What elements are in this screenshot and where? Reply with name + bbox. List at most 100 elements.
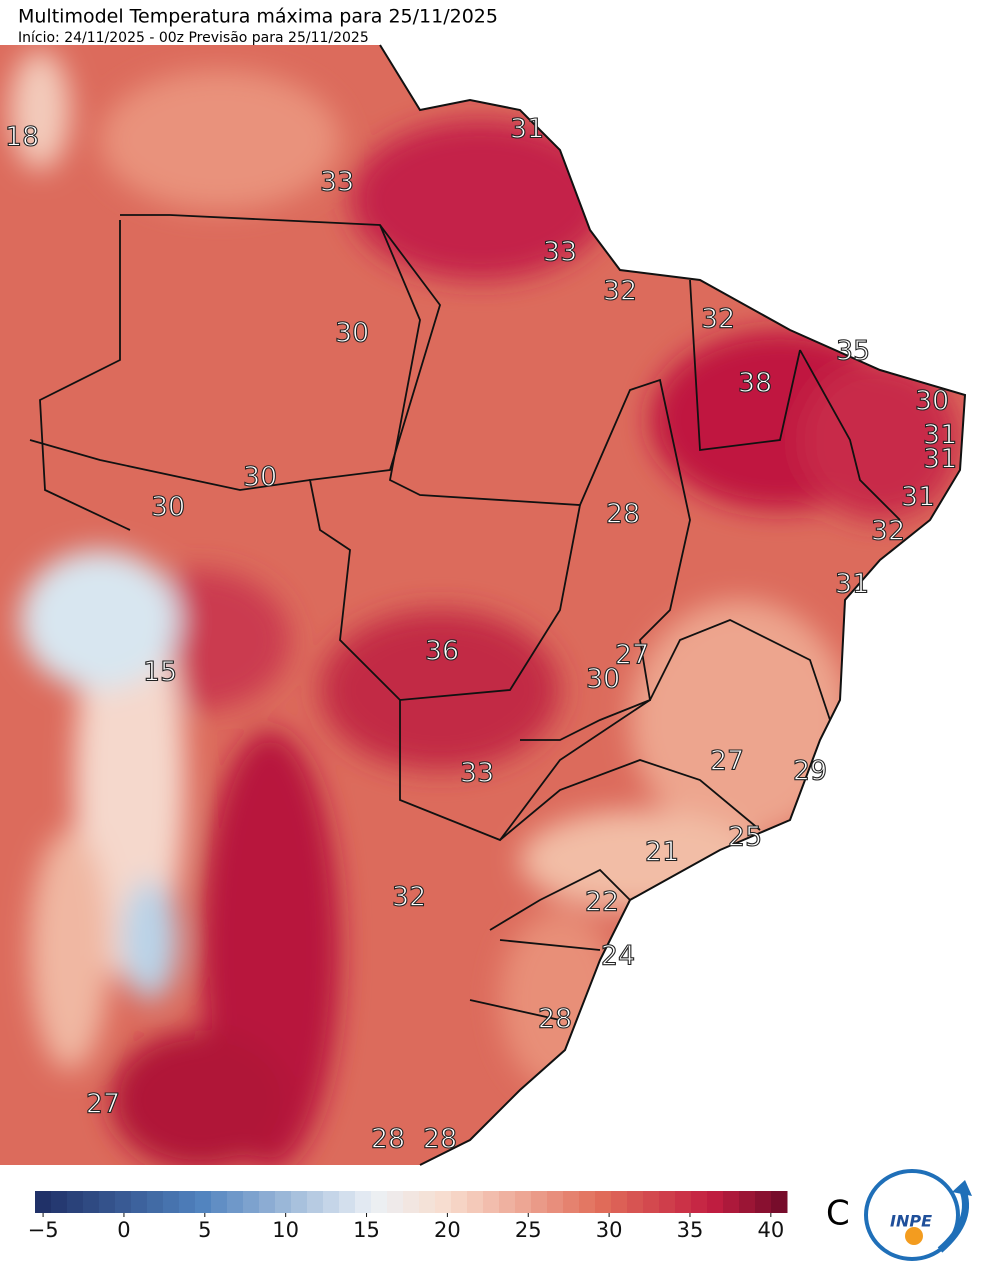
temperature-label: 22 <box>585 887 619 918</box>
temperature-label: 27 <box>86 1089 120 1120</box>
colorbar-band <box>563 1191 580 1213</box>
colorbar-tick-label: 5 <box>198 1218 211 1242</box>
colorbar-band <box>627 1191 644 1213</box>
colorbar-band <box>499 1191 516 1213</box>
colorbar-band <box>115 1191 132 1213</box>
colorbar-band <box>547 1191 564 1213</box>
temperature-label: 27 <box>710 746 744 777</box>
temperature-label: 38 <box>738 368 772 399</box>
colorbar-band <box>515 1191 532 1213</box>
colorbar-band <box>147 1191 164 1213</box>
temperature-label: 30 <box>151 492 185 523</box>
colorbar-tick-label: 40 <box>757 1218 784 1242</box>
colorbar-tick-label: 10 <box>272 1218 299 1242</box>
colorbar-band <box>723 1191 740 1213</box>
colorbar-band <box>291 1191 308 1213</box>
colorbar-tick-label: 30 <box>596 1218 623 1242</box>
colorbar-band <box>339 1191 356 1213</box>
colorbar-band <box>83 1191 100 1213</box>
colorbar-band <box>323 1191 340 1213</box>
colorbar-band <box>211 1191 228 1213</box>
colorbar: −5 0 5 10 15 20 25 30 35 40 <box>28 1191 788 1242</box>
colorbar-band <box>611 1191 628 1213</box>
temperature-label: 28 <box>606 499 640 530</box>
temperature-label: 32 <box>603 276 637 307</box>
colorbar-band <box>387 1191 404 1213</box>
colorbar-band <box>435 1191 452 1213</box>
colorbar-band <box>403 1191 420 1213</box>
colorbar-band <box>275 1191 292 1213</box>
colorbar-band <box>179 1191 196 1213</box>
temperature-field <box>0 45 965 1165</box>
colorbar-band <box>355 1191 372 1213</box>
temperature-label: 28 <box>423 1124 457 1155</box>
state-borders <box>29 214 901 1021</box>
title: Multimodel Temperatura máxima para 25/11… <box>18 6 498 28</box>
temperature-label: 31 <box>901 482 935 513</box>
temperature-label: 31 <box>835 569 869 600</box>
colorbar-tick-label: 35 <box>677 1218 704 1242</box>
colorbar-band <box>419 1191 436 1213</box>
temperature-label: 30 <box>335 318 369 349</box>
colorbar-band <box>371 1191 388 1213</box>
colorbar-band <box>467 1191 484 1213</box>
temperature-label: 25 <box>728 822 762 853</box>
temperature-label: 35 <box>836 336 870 367</box>
colorbar-band <box>307 1191 324 1213</box>
temperature-label: 18 <box>5 122 39 153</box>
colorbar-band <box>163 1191 180 1213</box>
coastline <box>379 44 967 1166</box>
colorbar-band <box>35 1191 52 1213</box>
colorbar-band <box>579 1191 596 1213</box>
colorbar-band <box>131 1191 148 1213</box>
colorbar-band <box>675 1191 692 1213</box>
temperature-label: 29 <box>793 756 827 787</box>
colorbar-band <box>707 1191 724 1213</box>
temperature-label: 28 <box>371 1124 405 1155</box>
colorbar-band <box>755 1191 772 1213</box>
temperature-label: 31 <box>923 420 957 451</box>
colorbar-tick-label: 25 <box>515 1218 542 1242</box>
temperature-label: 32 <box>871 516 905 547</box>
colorbar-band <box>659 1191 676 1213</box>
colorbar-band <box>739 1191 756 1213</box>
temperature-label: 31 <box>923 444 957 475</box>
colorbar-band <box>691 1191 708 1213</box>
temperature-label: 28 <box>538 1004 572 1035</box>
colorbar-band <box>595 1191 612 1213</box>
colorbar-band <box>451 1191 468 1213</box>
temperature-label: 33 <box>543 237 577 268</box>
colorbar-band <box>227 1191 244 1213</box>
colorbar-band <box>259 1191 276 1213</box>
colorbar-band <box>51 1191 68 1213</box>
colorbar-band <box>195 1191 212 1213</box>
temperature-label: 31 <box>510 114 544 145</box>
temperature-label: 21 <box>645 837 679 868</box>
temperature-label: 33 <box>320 167 354 198</box>
colorbar-tick-label: 20 <box>434 1218 461 1242</box>
colorbar-tick-label: 0 <box>117 1218 130 1242</box>
colorbar-band <box>67 1191 84 1213</box>
temperature-label: 32 <box>392 882 426 913</box>
temperature-label: 30 <box>586 664 620 695</box>
temperature-label: 36 <box>425 636 459 667</box>
temperature-label: 15 <box>143 657 177 688</box>
temperature-label: 30 <box>915 386 949 417</box>
colorbar-tick-label: −5 <box>28 1218 59 1242</box>
logo-text: INPE <box>890 1212 932 1231</box>
colorbar-band <box>483 1191 500 1213</box>
colorbar-band <box>99 1191 116 1213</box>
colorbar-band <box>243 1191 260 1213</box>
temperature-label: 27 <box>615 640 649 671</box>
inpe-logo: INPE <box>864 1169 972 1261</box>
temperature-label: 24 <box>601 941 635 972</box>
temperature-label: 30 <box>243 462 277 493</box>
colorbar-band <box>531 1191 548 1213</box>
colorbar-tick-label: 15 <box>353 1218 380 1242</box>
colorbar-band <box>771 1191 788 1213</box>
subtitle: Início: 24/11/2025 - 00z Previsão para 2… <box>18 30 369 46</box>
temperature-label: 33 <box>460 758 494 789</box>
